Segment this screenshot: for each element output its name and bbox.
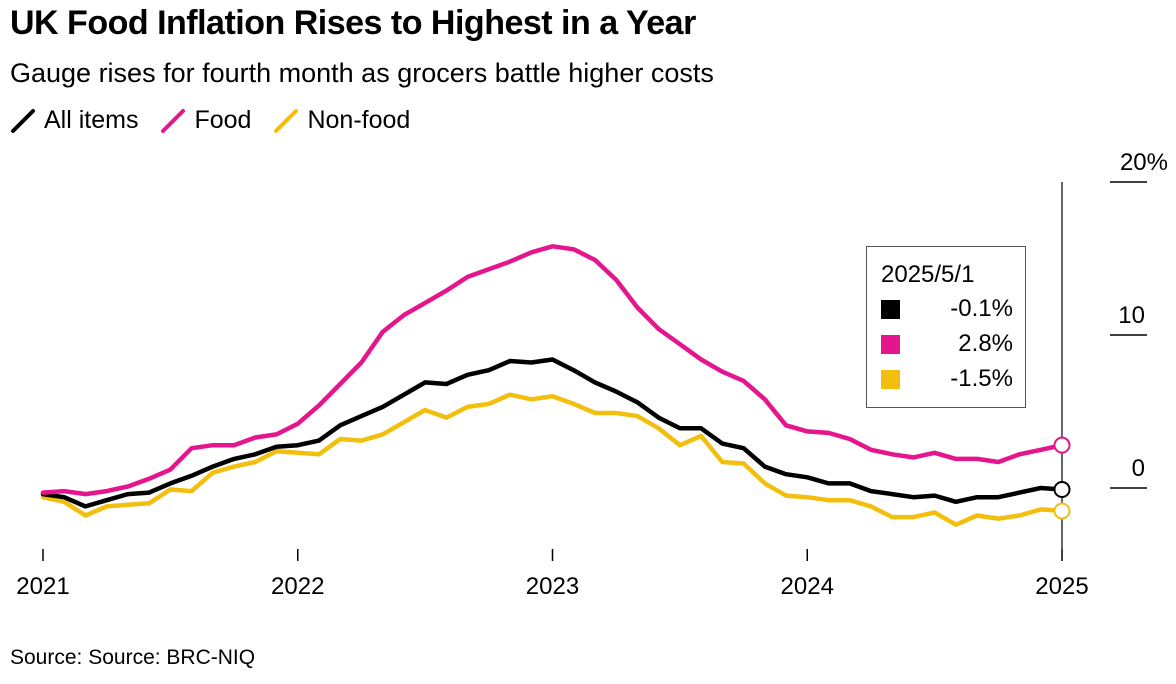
- legend-swatch-non-food-line: [274, 108, 299, 133]
- callout-value-non-food: -1.5%: [950, 365, 1013, 392]
- y-tick-label-0: 20%: [1120, 149, 1168, 176]
- series-line-all-items: [40, 357, 1065, 509]
- x-tick-label-0: 2021: [16, 573, 69, 600]
- chart-subtitle: Gauge rises for fourth month as grocers …: [10, 58, 714, 88]
- end-point-non-food: [1053, 502, 1071, 520]
- x-tick-label-3: 2024: [781, 573, 834, 600]
- callout-value-all-items: -0.1%: [950, 295, 1013, 322]
- callout-row-all-items: -0.1%: [881, 295, 1013, 323]
- source-note: Source: Source: BRC-NIQ: [10, 646, 256, 669]
- value-callout: 2025/5/1 -0.1% 2.8% -1.5%: [866, 246, 1026, 408]
- chart-title: UK Food Inflation Rises to Highest in a …: [10, 4, 696, 42]
- legend-item-non-food: Non-food: [273, 106, 410, 135]
- legend: All items Food Non-food: [10, 106, 410, 135]
- end-point-all-items: [1053, 481, 1071, 499]
- legend-item-all-items: All items: [10, 106, 138, 135]
- y-tick-label-1: 10: [1118, 302, 1145, 329]
- legend-swatch-all-items-line: [11, 108, 35, 133]
- legend-label-food: Food: [194, 106, 252, 134]
- legend-label-all-items: All items: [44, 106, 139, 134]
- series-line-non-food: [40, 392, 1065, 527]
- y-tick-label-2: 0: [1132, 455, 1145, 482]
- callout-swatch-non-food: [881, 369, 900, 389]
- x-tick-label-2: 2023: [526, 573, 579, 600]
- callout-swatch-food: [881, 334, 900, 354]
- x-tick-label-4: 2025: [1035, 573, 1088, 600]
- end-point-food: [1053, 436, 1071, 454]
- legend-label-non-food: Non-food: [307, 106, 411, 134]
- callout-swatch-all-items: [881, 299, 900, 319]
- legend-swatch-food: [161, 108, 186, 133]
- legend-swatch-all-items: [11, 108, 35, 133]
- callout-row-non-food: -1.5%: [881, 365, 1013, 393]
- series-line-food: [40, 244, 1065, 497]
- x-tick-label-1: 2022: [271, 573, 324, 600]
- callout-value-food: 2.8%: [958, 330, 1013, 357]
- callout-row-food: 2.8%: [881, 330, 1013, 358]
- callout-date: 2025/5/1: [881, 261, 975, 288]
- legend-item-food: Food: [160, 106, 251, 135]
- legend-swatch-food-line: [161, 108, 186, 133]
- legend-swatch-non-food: [274, 108, 299, 133]
